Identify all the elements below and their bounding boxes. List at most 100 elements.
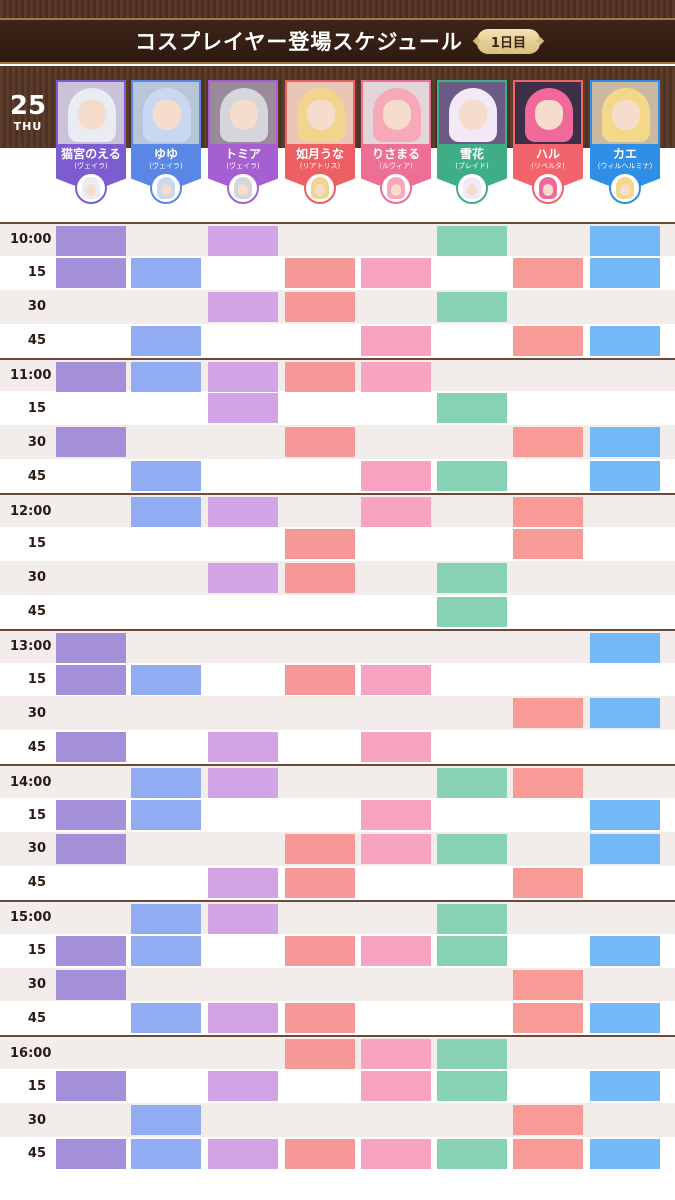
schedule-slot[interactable] bbox=[437, 935, 507, 966]
schedule-slot[interactable] bbox=[56, 1071, 126, 1102]
schedule-slot[interactable] bbox=[131, 461, 201, 492]
schedule-slot[interactable] bbox=[437, 903, 507, 934]
schedule-slot[interactable] bbox=[361, 1039, 431, 1070]
schedule-slot[interactable] bbox=[513, 325, 583, 356]
schedule-slot[interactable] bbox=[285, 1003, 355, 1034]
schedule-slot[interactable] bbox=[56, 632, 126, 663]
schedule-slot[interactable] bbox=[513, 698, 583, 729]
schedule-slot[interactable] bbox=[361, 1071, 431, 1102]
schedule-slot[interactable] bbox=[513, 529, 583, 560]
schedule-slot[interactable] bbox=[56, 664, 126, 695]
schedule-slot[interactable] bbox=[513, 1003, 583, 1034]
schedule-slot[interactable] bbox=[590, 325, 660, 356]
schedule-slot[interactable] bbox=[131, 768, 201, 799]
schedule-slot[interactable] bbox=[208, 393, 278, 424]
schedule-slot[interactable] bbox=[131, 1003, 201, 1034]
schedule-slot[interactable] bbox=[590, 1071, 660, 1102]
schedule-slot[interactable] bbox=[285, 427, 355, 458]
schedule-slot[interactable] bbox=[56, 935, 126, 966]
schedule-slot[interactable] bbox=[131, 325, 201, 356]
schedule-slot[interactable] bbox=[437, 291, 507, 322]
schedule-slot[interactable] bbox=[285, 291, 355, 322]
schedule-slot[interactable] bbox=[590, 226, 660, 256]
schedule-slot[interactable] bbox=[361, 1139, 431, 1170]
schedule-slot[interactable] bbox=[437, 461, 507, 492]
schedule-slot[interactable] bbox=[513, 257, 583, 288]
schedule-slot[interactable] bbox=[285, 562, 355, 593]
schedule-slot[interactable] bbox=[361, 732, 431, 763]
schedule-slot[interactable] bbox=[590, 800, 660, 831]
schedule-slot[interactable] bbox=[56, 969, 126, 1000]
schedule-slot[interactable] bbox=[208, 497, 278, 528]
schedule-slot[interactable] bbox=[361, 325, 431, 356]
schedule-slot[interactable] bbox=[513, 427, 583, 458]
schedule-slot[interactable] bbox=[437, 834, 507, 865]
schedule-slot[interactable] bbox=[590, 257, 660, 288]
schedule-slot[interactable] bbox=[56, 834, 126, 865]
cast-card[interactable]: 雪花 (ブレイド) bbox=[437, 80, 507, 206]
schedule-slot[interactable] bbox=[285, 1139, 355, 1170]
schedule-slot[interactable] bbox=[285, 834, 355, 865]
schedule-slot[interactable] bbox=[437, 562, 507, 593]
schedule-slot[interactable] bbox=[437, 1039, 507, 1070]
schedule-slot[interactable] bbox=[513, 969, 583, 1000]
schedule-slot[interactable] bbox=[437, 1071, 507, 1102]
schedule-slot[interactable] bbox=[361, 361, 431, 392]
schedule-slot[interactable] bbox=[208, 768, 278, 799]
schedule-slot[interactable] bbox=[513, 867, 583, 898]
schedule-slot[interactable] bbox=[56, 257, 126, 288]
schedule-slot[interactable] bbox=[590, 1003, 660, 1034]
cast-card[interactable]: ゆゆ (ヴェイラ) bbox=[131, 80, 201, 206]
schedule-slot[interactable] bbox=[208, 732, 278, 763]
schedule-slot[interactable] bbox=[513, 497, 583, 528]
schedule-slot[interactable] bbox=[285, 257, 355, 288]
schedule-slot[interactable] bbox=[361, 800, 431, 831]
schedule-slot[interactable] bbox=[208, 1139, 278, 1170]
cast-card[interactable]: トミア (ヴェイラ) bbox=[208, 80, 278, 206]
schedule-slot[interactable] bbox=[208, 1071, 278, 1102]
schedule-slot[interactable] bbox=[590, 427, 660, 458]
day-badge[interactable]: 1日目 bbox=[476, 28, 540, 54]
schedule-slot[interactable] bbox=[437, 768, 507, 799]
cast-card[interactable]: りさまる (ルヴィア) bbox=[361, 80, 431, 206]
schedule-slot[interactable] bbox=[131, 903, 201, 934]
schedule-slot[interactable] bbox=[513, 768, 583, 799]
schedule-slot[interactable] bbox=[361, 834, 431, 865]
schedule-slot[interactable] bbox=[56, 226, 126, 256]
schedule-slot[interactable] bbox=[208, 226, 278, 256]
schedule-slot[interactable] bbox=[590, 632, 660, 663]
schedule-slot[interactable] bbox=[131, 664, 201, 695]
cast-card[interactable]: 如月うな (リアトリス) bbox=[285, 80, 355, 206]
schedule-slot[interactable] bbox=[361, 461, 431, 492]
schedule-slot[interactable] bbox=[590, 834, 660, 865]
schedule-slot[interactable] bbox=[208, 291, 278, 322]
schedule-slot[interactable] bbox=[361, 935, 431, 966]
schedule-slot[interactable] bbox=[131, 1105, 201, 1136]
schedule-slot[interactable] bbox=[513, 1105, 583, 1136]
schedule-slot[interactable] bbox=[208, 361, 278, 392]
schedule-slot[interactable] bbox=[285, 935, 355, 966]
schedule-slot[interactable] bbox=[131, 361, 201, 392]
schedule-slot[interactable] bbox=[131, 1139, 201, 1170]
schedule-slot[interactable] bbox=[208, 1003, 278, 1034]
cast-card[interactable]: ハル (リベルタ) bbox=[513, 80, 583, 206]
schedule-slot[interactable] bbox=[208, 867, 278, 898]
schedule-slot[interactable] bbox=[131, 935, 201, 966]
schedule-slot[interactable] bbox=[590, 461, 660, 492]
schedule-slot[interactable] bbox=[131, 800, 201, 831]
schedule-slot[interactable] bbox=[56, 732, 126, 763]
schedule-slot[interactable] bbox=[56, 1139, 126, 1170]
schedule-slot[interactable] bbox=[437, 393, 507, 424]
schedule-slot[interactable] bbox=[590, 935, 660, 966]
cast-card[interactable]: 猫宮のえる (ヴェイラ) bbox=[56, 80, 126, 206]
schedule-slot[interactable] bbox=[208, 562, 278, 593]
schedule-slot[interactable] bbox=[361, 664, 431, 695]
cast-card[interactable]: カエ (ウィルヘルミナ) bbox=[590, 80, 660, 206]
schedule-slot[interactable] bbox=[285, 664, 355, 695]
schedule-slot[interactable] bbox=[56, 361, 126, 392]
schedule-slot[interactable] bbox=[131, 497, 201, 528]
schedule-slot[interactable] bbox=[513, 1139, 583, 1170]
schedule-slot[interactable] bbox=[590, 698, 660, 729]
schedule-slot[interactable] bbox=[437, 226, 507, 256]
schedule-slot[interactable] bbox=[361, 257, 431, 288]
